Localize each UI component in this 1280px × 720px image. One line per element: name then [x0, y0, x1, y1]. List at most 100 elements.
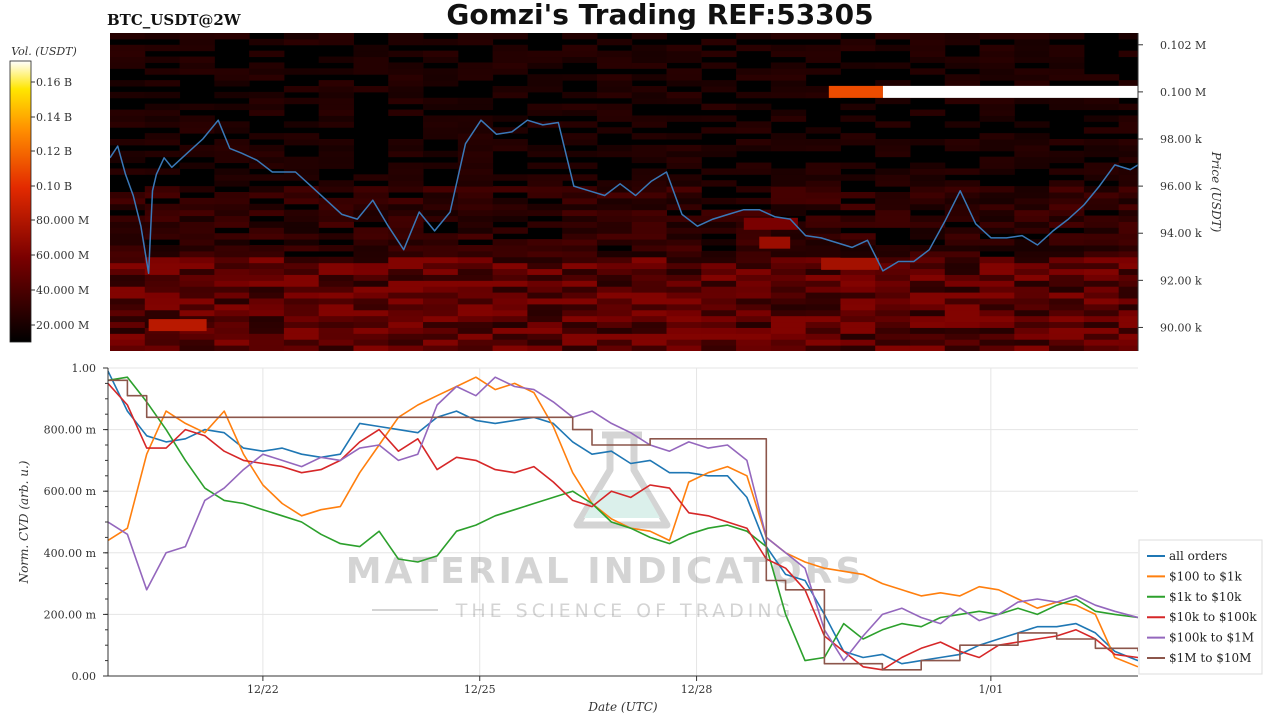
heatmap-cell — [562, 44, 598, 52]
heatmap-cell — [1083, 339, 1120, 346]
heatmap-cell — [770, 33, 807, 40]
heatmap-cell — [631, 209, 668, 217]
heatmap-cell — [979, 162, 1015, 169]
heatmap-cell — [318, 256, 354, 264]
heatmap-cell — [1014, 203, 1050, 211]
heatmap-cell — [110, 44, 146, 52]
heatmap-cell — [1118, 250, 1138, 258]
heatmap-cell — [353, 268, 389, 275]
heatmap-cell — [1014, 280, 1050, 287]
liquidity-wall — [828, 85, 883, 98]
heatmap-cell — [214, 256, 250, 264]
heatmap-cell — [596, 115, 633, 122]
heatmap-cell — [909, 333, 946, 340]
heatmap-cell — [805, 221, 841, 228]
heatmap-cell — [1049, 239, 1085, 246]
heatmap-cell — [249, 221, 285, 228]
heatmap-cell — [631, 192, 668, 199]
heatmap-cell — [840, 215, 876, 222]
heatmap-cell — [283, 215, 320, 222]
heatmap-cell — [1014, 309, 1050, 317]
heatmap-cell — [179, 144, 215, 152]
heatmap-cell — [805, 168, 841, 175]
heatmap-cell — [701, 345, 737, 351]
heatmap-cell — [1049, 345, 1085, 351]
heatmap-cell — [492, 274, 528, 281]
heatmap-cell — [110, 62, 146, 69]
heatmap-cell — [770, 180, 807, 187]
heatmap-cell — [736, 262, 772, 270]
heatmap-cell — [701, 286, 737, 293]
heatmap-cell — [596, 215, 633, 222]
heatmap-cell — [909, 215, 946, 222]
heatmap-cell — [388, 80, 424, 87]
heatmap-cell — [840, 286, 876, 293]
heatmap-cell — [179, 250, 215, 258]
heatmap-cell — [110, 262, 146, 270]
heatmap-cell — [110, 215, 146, 222]
heatmap-cell — [1049, 44, 1085, 52]
heatmap-cell — [388, 250, 424, 258]
heatmap-cell — [318, 339, 354, 346]
watermark-subtitle: THE SCIENCE OF TRADING — [455, 600, 795, 622]
heatmap-cell — [1049, 221, 1085, 228]
heatmap-cell — [1118, 174, 1138, 181]
heatmap-cell — [805, 144, 841, 152]
heatmap-cell — [840, 38, 876, 46]
heatmap-cell — [1049, 245, 1085, 252]
heatmap-cell — [457, 174, 494, 181]
heatmap-cell — [875, 150, 911, 158]
heatmap-cell — [562, 103, 598, 111]
heatmap-cell — [909, 56, 946, 63]
heatmap-cell — [701, 80, 737, 87]
heatmap-cell — [562, 292, 598, 299]
heatmap-cell — [736, 139, 772, 146]
watermark: MATERIAL INDICATORS THE SCIENCE OF TRADI… — [346, 431, 872, 622]
heatmap-cell — [283, 315, 320, 323]
heatmap-cell — [388, 86, 424, 93]
heatmap-cell — [492, 203, 528, 211]
heatmap-cell — [805, 127, 841, 134]
heatmap-cell — [1049, 209, 1085, 217]
heatmap-cell — [770, 68, 807, 75]
heatmap-cell — [423, 38, 459, 46]
heatmap-cell — [179, 197, 215, 205]
heatmap-cell — [457, 97, 494, 105]
heatmap-cell — [388, 139, 424, 146]
heatmap-cell — [736, 74, 772, 81]
cvd-x-axis-label: Date (UTC) — [587, 700, 657, 714]
heatmap-cell — [631, 197, 668, 205]
heatmap-cell — [283, 139, 320, 146]
heatmap-cell — [318, 215, 354, 222]
heatmap-cell — [944, 309, 981, 317]
heatmap-cell — [283, 292, 320, 299]
heatmap-cell — [214, 74, 250, 81]
heatmap-cell — [457, 150, 494, 158]
heatmap-cell — [631, 286, 668, 293]
heatmap-cell — [318, 103, 354, 111]
heatmap-cell — [1014, 227, 1050, 234]
heatmap-cell — [909, 180, 946, 187]
heatmap-cell — [283, 345, 320, 351]
heatmap-cell — [1049, 280, 1085, 287]
heatmap-cell — [666, 150, 702, 158]
heatmap-cell — [283, 162, 320, 169]
heatmap-cell — [179, 239, 215, 246]
heatmap-cell — [909, 315, 946, 323]
heatmap-cell — [562, 91, 598, 99]
heatmap-cell — [179, 339, 215, 346]
heatmap-cell — [423, 268, 459, 275]
heatmap-cell — [701, 239, 737, 246]
heatmap-cell — [562, 33, 598, 40]
heatmap-cell — [1049, 192, 1085, 199]
heatmap-cell — [179, 274, 215, 281]
heatmap-cell — [596, 250, 633, 258]
heatmap-cell — [805, 286, 841, 293]
heatmap-cell — [1014, 44, 1050, 52]
heatmap-cell — [492, 86, 528, 93]
heatmap-cell — [875, 245, 911, 252]
heatmap-cell — [388, 38, 424, 46]
heatmap-cell — [1083, 74, 1120, 81]
heatmap-cell — [562, 121, 598, 128]
heatmap-cell — [631, 298, 668, 305]
